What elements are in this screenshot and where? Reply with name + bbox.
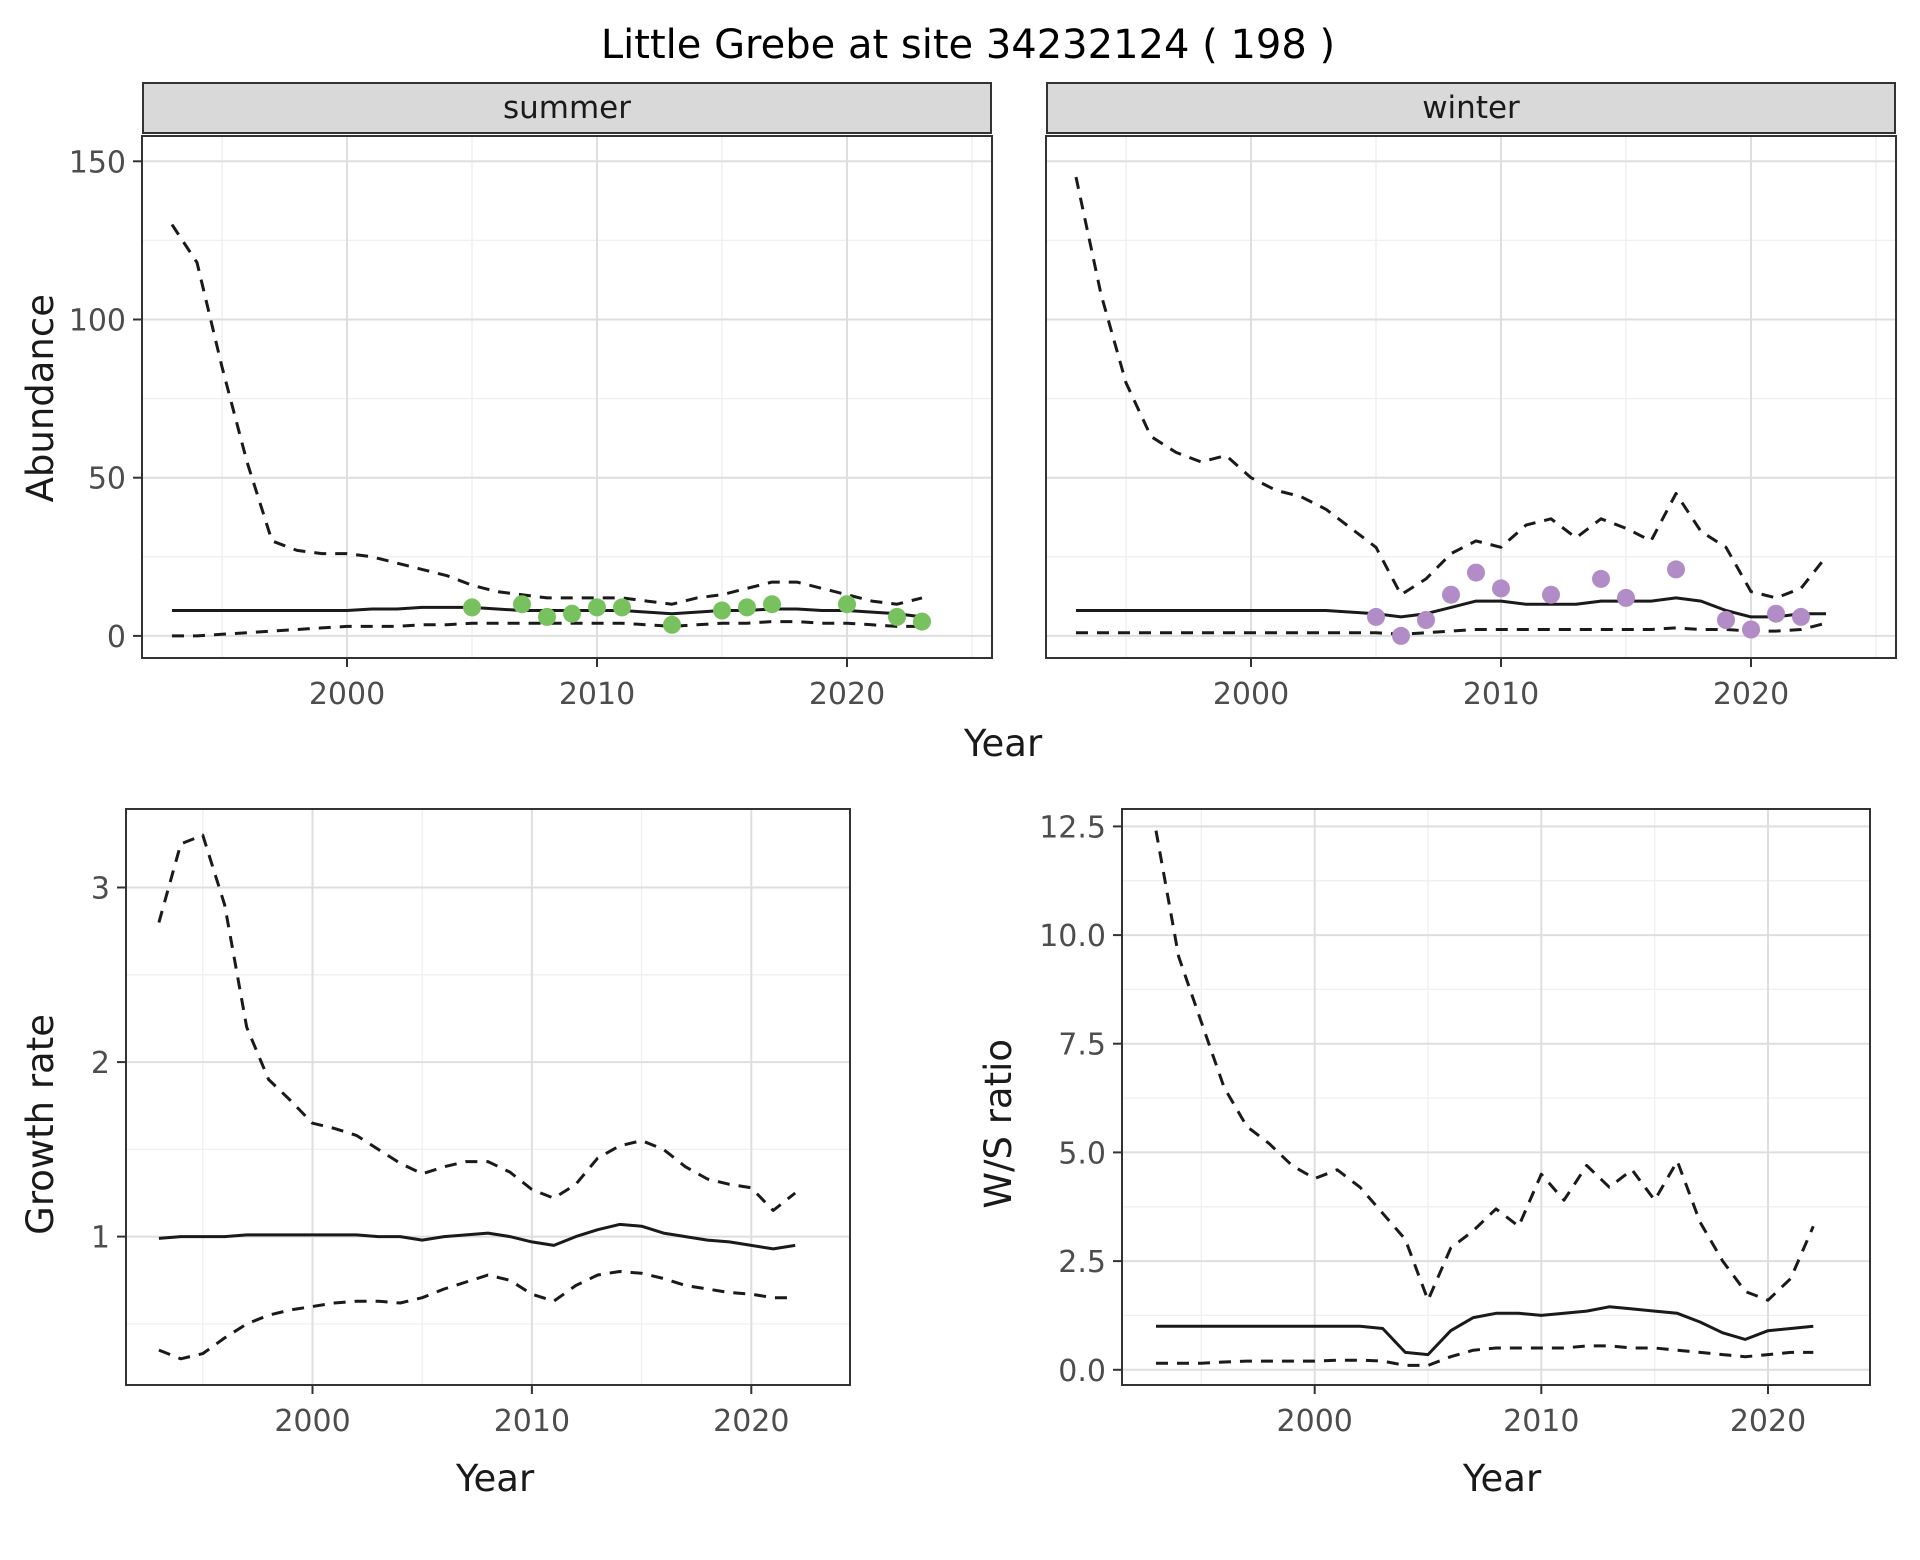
svg-text:2000: 2000 [1277,1404,1353,1439]
facet-strip-summer-label: summer [502,90,631,126]
chart-abundance-summer: 2000 2010 2020 0 50 100 150 [64,134,1004,714]
svg-text:3: 3 [91,872,110,907]
abundance-axis-title-text: Abundance [18,293,62,503]
svg-text:50: 50 [88,462,126,497]
svg-text:2: 2 [91,1046,110,1081]
chart-abundance-winter: 2000 2010 2020 [1026,134,1908,714]
svg-text:7.5: 7.5 [1058,1028,1106,1063]
svg-text:150: 150 [69,145,126,180]
facet-strip-winter-label: winter [1422,90,1520,126]
ws-ratio-axis-title: W/S ratio [974,799,1022,1449]
svg-text:2020: 2020 [713,1404,789,1439]
facet-strip-winter: winter [1046,82,1896,134]
chart-growth-rate: 2000 2010 2020 1 2 3 [64,799,864,1449]
svg-text:2000: 2000 [309,677,385,712]
facet-summer: summer 2000 2010 2020 0 50 100 150 [64,82,1004,714]
svg-text:1: 1 [91,1221,110,1256]
ws-ratio-panel: W/S ratio 2000 2010 2020 0.0 2.5 5.0 7.5 10.0 12… [974,799,1882,1500]
facet-container: summer 2000 2010 2020 0 50 100 150 winter 2000… [64,82,1908,714]
abundance-summer-svg: 2000 2010 2020 0 50 100 150 [69,135,993,712]
svg-text:2010: 2010 [1503,1404,1579,1439]
ws-ratio-axis-title-text: W/S ratio [976,1039,1020,1209]
bottom-row: Growth rate 2000 2010 2020 1 2 3 Year W/S rat… [16,799,1920,1500]
svg-text:5.0: 5.0 [1058,1136,1106,1171]
svg-text:2020: 2020 [1730,1404,1806,1439]
ws-ratio-chart-column: 2000 2010 2020 0.0 2.5 5.0 7.5 10.0 12.5 Year [1022,799,1882,1500]
growth-rate-axis-title: Growth rate [16,799,64,1449]
svg-text:0: 0 [107,620,126,655]
abundance-axis-title: Abundance [16,82,64,714]
growth-rate-svg: 2000 2010 2020 1 2 3 [91,808,851,1439]
growth-rate-panel: Growth rate 2000 2010 2020 1 2 3 Year [16,799,864,1500]
growth-rate-chart-column: 2000 2010 2020 1 2 3 Year [64,799,864,1500]
growth-rate-axis-title-text: Growth rate [18,1013,62,1235]
svg-text:2010: 2010 [559,677,635,712]
year-axis-title-ws: Year [1462,1457,1542,1500]
svg-text:2010: 2010 [1463,677,1539,712]
svg-text:2010: 2010 [494,1404,570,1439]
ws-ratio-svg: 2000 2010 2020 0.0 2.5 5.0 7.5 10.0 12.5 [1039,808,1871,1439]
facet-winter: winter 2000 2010 2020 [1026,82,1908,714]
svg-text:2000: 2000 [1213,677,1289,712]
chart-ws-ratio: 2000 2010 2020 0.0 2.5 5.0 7.5 10.0 12.5 [1022,799,1882,1449]
abundance-winter-svg: 2000 2010 2020 [1045,135,1897,712]
svg-text:10.0: 10.0 [1039,919,1106,954]
svg-text:2.5: 2.5 [1058,1245,1106,1280]
svg-text:2020: 2020 [1713,677,1789,712]
year-axis-title-top: Year [963,722,1043,765]
facet-strip-summer: summer [142,82,992,134]
svg-text:100: 100 [69,304,126,339]
plot-title: Little Grebe at site 34232124 ( 198 ) [600,22,1336,68]
abundance-facet-row: Abundance summer 2000 2010 2020 0 50 100 150 w… [16,82,1920,714]
svg-text:0.0: 0.0 [1058,1354,1106,1389]
year-axis-title-growth: Year [455,1457,535,1500]
svg-text:12.5: 12.5 [1039,810,1106,845]
svg-text:2000: 2000 [274,1404,350,1439]
svg-text:2020: 2020 [809,677,885,712]
